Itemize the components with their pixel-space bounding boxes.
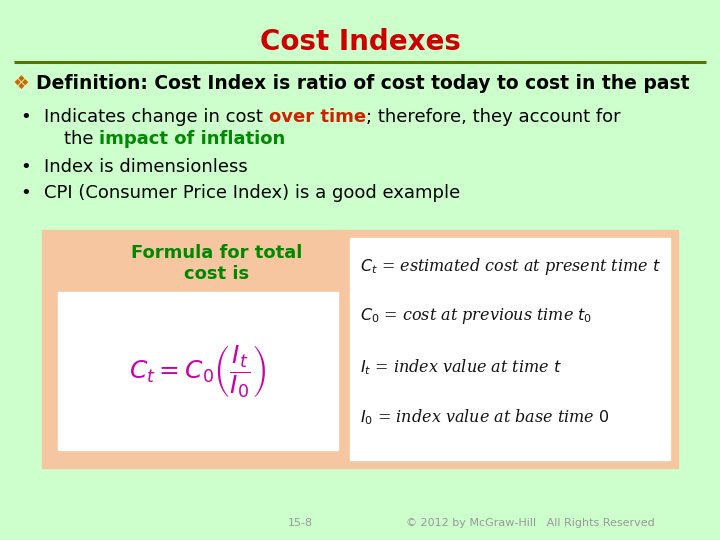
Text: © 2012 by McGraw-Hill   All Rights Reserved: © 2012 by McGraw-Hill All Rights Reserve… <box>405 518 654 528</box>
FancyBboxPatch shape <box>42 230 678 468</box>
Text: $I_t$ = index value at time $t$: $I_t$ = index value at time $t$ <box>360 357 562 377</box>
Text: Formula for total
cost is: Formula for total cost is <box>131 244 302 283</box>
Text: $C_t = C_0\left(\dfrac{I_t}{I_0}\right)$: $C_t = C_0\left(\dfrac{I_t}{I_0}\right)$ <box>130 342 266 400</box>
Text: Index is dimensionless: Index is dimensionless <box>44 158 248 176</box>
Text: impact of inflation: impact of inflation <box>99 130 286 148</box>
Text: the: the <box>64 130 99 148</box>
Text: $I_0$ = index value at base time $0$: $I_0$ = index value at base time $0$ <box>360 408 610 427</box>
FancyBboxPatch shape <box>350 238 670 460</box>
Text: ❖: ❖ <box>12 74 29 93</box>
Text: Indicates change in cost: Indicates change in cost <box>44 108 269 126</box>
Text: $C_t$ = estimated cost at present time $t$: $C_t$ = estimated cost at present time $… <box>360 256 661 277</box>
Text: Cost Indexes: Cost Indexes <box>260 28 460 56</box>
Text: over time: over time <box>269 108 366 126</box>
Text: Definition: Cost Index is ratio of cost today to cost in the past: Definition: Cost Index is ratio of cost … <box>36 74 690 93</box>
Text: ; therefore, they account for: ; therefore, they account for <box>366 108 621 126</box>
Text: •: • <box>20 184 31 202</box>
Text: •: • <box>20 158 31 176</box>
Text: $C_0$ = cost at previous time $t_0$: $C_0$ = cost at previous time $t_0$ <box>360 307 593 327</box>
FancyBboxPatch shape <box>58 292 338 450</box>
Text: CPI (Consumer Price Index) is a good example: CPI (Consumer Price Index) is a good exa… <box>44 184 460 202</box>
Text: •: • <box>20 108 31 126</box>
Text: 15-8: 15-8 <box>287 518 312 528</box>
